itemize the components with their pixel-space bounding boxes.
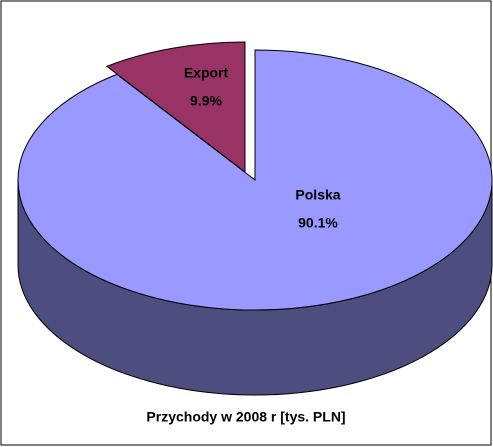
- pie-slice: [17, 49, 493, 311]
- pie-slice: [105, 41, 246, 174]
- chart-title: Przychody w 2008 r [tys. PLN]: [146, 409, 345, 425]
- slice-value-label: 90.1%: [298, 215, 338, 231]
- slice-label: Export: [184, 65, 229, 81]
- slice-label: Polska: [295, 187, 340, 203]
- slice-value-label: 9.9%: [190, 93, 222, 109]
